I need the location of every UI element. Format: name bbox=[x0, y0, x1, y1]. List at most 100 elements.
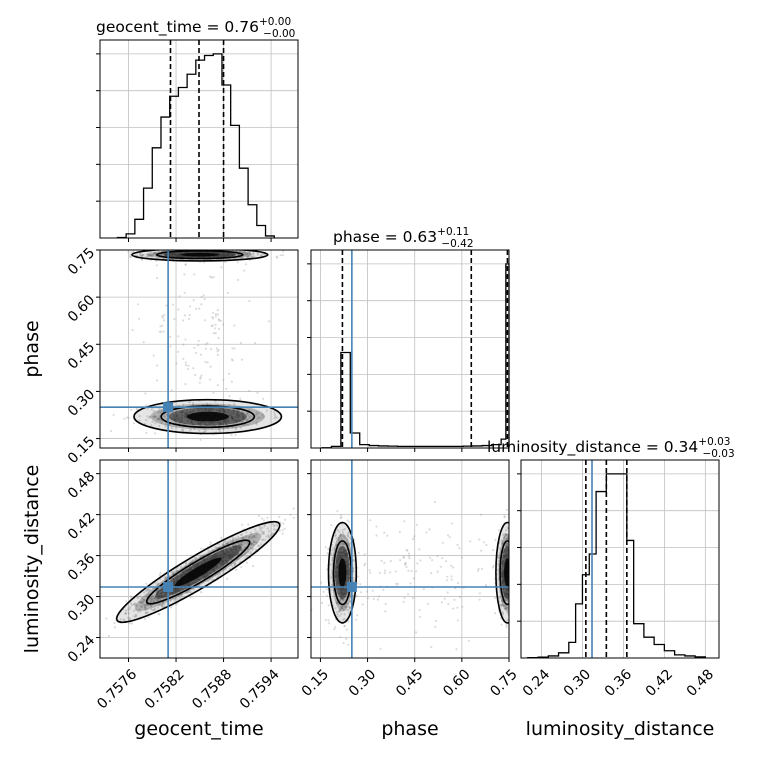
sample-point bbox=[156, 599, 159, 602]
sample-point bbox=[344, 605, 347, 608]
sample-point bbox=[244, 263, 248, 266]
sample-point bbox=[456, 606, 459, 609]
sample-point bbox=[224, 555, 227, 558]
sample-point bbox=[164, 593, 167, 597]
sample-point bbox=[221, 548, 224, 551]
sample-point bbox=[142, 599, 145, 602]
sample-point bbox=[184, 569, 187, 572]
sample-point bbox=[179, 589, 182, 592]
sample-point bbox=[157, 590, 160, 593]
sample-point bbox=[204, 207, 206, 209]
sample-point bbox=[147, 252, 150, 255]
sample-point bbox=[515, 551, 517, 553]
sample-point bbox=[199, 353, 203, 356]
sample-point bbox=[169, 254, 172, 257]
sample-point bbox=[158, 424, 161, 428]
sample-point bbox=[338, 559, 341, 562]
sample-point bbox=[221, 551, 224, 555]
sample-point bbox=[224, 421, 228, 424]
sample-point bbox=[477, 567, 480, 571]
sample-point bbox=[335, 560, 338, 563]
sample-point bbox=[141, 254, 144, 257]
sample-point bbox=[173, 580, 176, 583]
sample-point bbox=[182, 251, 185, 254]
sample-point bbox=[155, 593, 159, 596]
sample-point bbox=[124, 612, 127, 615]
sample-point bbox=[196, 563, 199, 566]
sample-point bbox=[236, 261, 239, 264]
sample-point bbox=[402, 555, 406, 559]
sample-point bbox=[336, 580, 339, 583]
sample-point bbox=[183, 415, 187, 418]
sample-point bbox=[229, 554, 233, 557]
sample-point bbox=[177, 308, 180, 311]
sample-point bbox=[139, 254, 142, 257]
sample-point bbox=[233, 347, 236, 350]
sample-point bbox=[175, 421, 178, 424]
sample-point bbox=[169, 252, 172, 255]
sample-point bbox=[497, 529, 500, 532]
sample-point bbox=[221, 563, 224, 566]
sample-point bbox=[513, 572, 515, 574]
sample-point bbox=[171, 254, 174, 257]
sample-point bbox=[176, 255, 179, 258]
sample-point bbox=[197, 563, 200, 566]
sample-point bbox=[511, 534, 513, 536]
sample-point bbox=[178, 253, 181, 256]
sample-point bbox=[224, 568, 227, 571]
sample-point bbox=[256, 253, 259, 256]
sample-point bbox=[156, 591, 159, 594]
sample-point bbox=[235, 553, 238, 557]
sample-point bbox=[128, 618, 131, 621]
sample-point bbox=[204, 347, 208, 350]
y-tick-label-luminosity_distance-3: 0.42 bbox=[65, 510, 98, 543]
sample-point bbox=[174, 592, 177, 595]
sample-point bbox=[257, 412, 260, 415]
sample-point bbox=[157, 582, 160, 585]
sample-point bbox=[456, 619, 459, 622]
sample-point bbox=[396, 582, 399, 586]
sample-point bbox=[502, 578, 505, 581]
sample-point bbox=[267, 530, 271, 533]
sample-point bbox=[235, 413, 238, 416]
x-tick-label-phase-0: 0.15 bbox=[299, 666, 332, 699]
sample-point bbox=[195, 565, 198, 568]
sample-point bbox=[228, 408, 231, 411]
sample-point bbox=[492, 549, 495, 552]
sample-point bbox=[219, 550, 222, 553]
sample-point bbox=[511, 567, 513, 569]
sample-point bbox=[509, 601, 511, 603]
sample-point bbox=[171, 592, 174, 595]
sample-point bbox=[140, 606, 143, 609]
sample-point bbox=[516, 579, 518, 581]
sample-point bbox=[192, 367, 195, 370]
panel-frame bbox=[310, 459, 510, 659]
sample-point bbox=[244, 542, 247, 545]
sample-point bbox=[188, 317, 191, 320]
sample-point bbox=[170, 606, 173, 609]
sample-point bbox=[513, 576, 515, 578]
sample-point bbox=[511, 529, 513, 531]
sample-point bbox=[214, 552, 217, 556]
sample-point bbox=[150, 605, 153, 608]
sample-point bbox=[248, 389, 251, 393]
contour-1 bbox=[160, 405, 256, 429]
sample-point bbox=[218, 409, 221, 412]
sample-point bbox=[225, 422, 228, 425]
sample-point bbox=[506, 588, 509, 591]
title-lower-error: −0.00 bbox=[263, 28, 295, 40]
sample-point bbox=[408, 557, 411, 560]
sample-point bbox=[340, 546, 343, 549]
sample-point bbox=[224, 248, 226, 250]
sample-point bbox=[163, 253, 166, 256]
sample-point bbox=[269, 534, 273, 537]
sample-point bbox=[202, 294, 205, 297]
sample-point bbox=[366, 590, 369, 593]
sample-point bbox=[485, 584, 488, 587]
sample-point bbox=[320, 601, 324, 605]
sample-point bbox=[148, 254, 151, 257]
sample-point bbox=[225, 550, 228, 553]
sample-point bbox=[344, 584, 347, 587]
sample-point bbox=[512, 567, 514, 569]
sample-point bbox=[502, 572, 505, 575]
